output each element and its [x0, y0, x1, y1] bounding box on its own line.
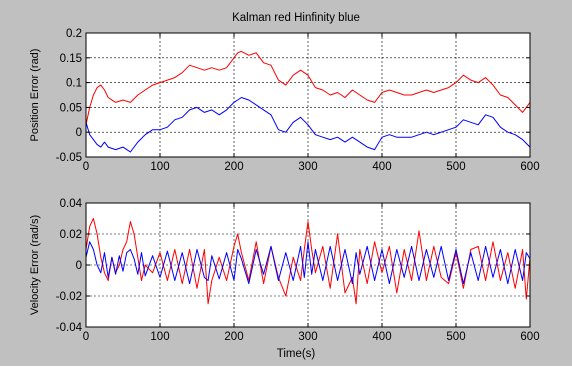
y-tick-label: -0.05 [56, 152, 82, 164]
x-tick-label: 500 [446, 161, 465, 173]
kalman-series-line [85, 50, 531, 125]
x-tick-label: 0 [83, 331, 89, 343]
y-tick-label: 0.15 [60, 53, 82, 65]
hinfinity-series-line [85, 241, 531, 285]
y-tick-label: 0 [76, 260, 82, 272]
x-tick-label: 400 [372, 331, 391, 343]
x-tick-label: 200 [224, 331, 243, 343]
hinfinity-series-line [85, 97, 531, 153]
x-tick-label: 600 [520, 331, 539, 343]
x-tick-label: 100 [150, 331, 169, 343]
x-tick-label: 400 [372, 161, 391, 173]
y-tick-label: 0.02 [60, 229, 82, 241]
x-tick-label: 200 [224, 161, 243, 173]
figure-title: Kalman red Hinfinity blue [232, 12, 360, 24]
x-axis-label: Time(s) [277, 348, 316, 360]
y-axis-label: Velocity Error (rad/s) [29, 215, 41, 315]
velocity-error-axes: 0 100 200 300 400 500 600 -0.04 -0.02 0 0.02 0.04 Ve… [29, 198, 540, 343]
position-error-axes: 0 100 200 300 400 500 600-0.0500.050.10.150.2P… [29, 28, 540, 173]
y-tick-label: 0.05 [60, 102, 82, 114]
x-tick-label: 100 [150, 161, 169, 173]
y-tick-label: 0 [76, 127, 82, 139]
y-tick-label: 0.1 [66, 78, 82, 90]
x-tick-label: 600 [520, 161, 539, 173]
y-axis-label: Position Error (rad) [29, 49, 41, 142]
y-tick-label: 0.2 [66, 28, 82, 40]
y-tick-label: 0.04 [60, 198, 83, 210]
y-tick-label: -0.02 [56, 291, 82, 303]
y-tick-label: -0.04 [56, 322, 83, 334]
x-tick-label: 0 [83, 161, 89, 173]
x-tick-label: 300 [298, 161, 317, 173]
x-tick-label: 300 [298, 331, 317, 343]
x-tick-label: 500 [446, 331, 465, 343]
kalman-series-line [85, 218, 531, 305]
